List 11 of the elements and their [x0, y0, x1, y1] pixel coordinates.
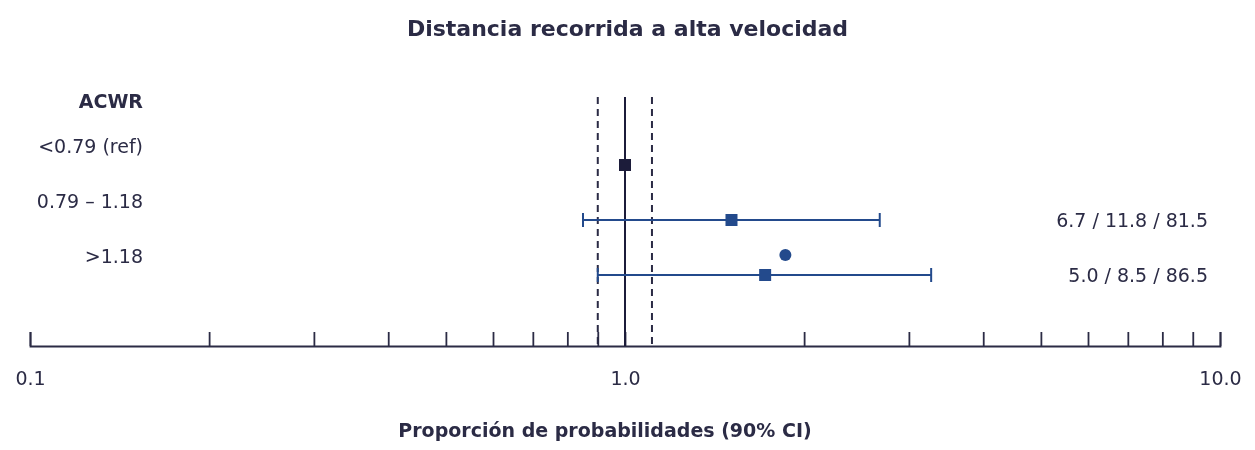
- x-tick-label: 0.1: [15, 367, 46, 390]
- y-tick-label: <0.79 (ref): [38, 135, 143, 157]
- y-tick-label: 0.79 – 1.18: [36, 190, 143, 212]
- y-axis-title: ACWR: [78, 90, 144, 112]
- annotation: 6.7 / 11.8 / 81.5: [1056, 209, 1208, 231]
- x-tick-label: 1.0: [610, 367, 641, 390]
- annotation: 5.0 / 8.5 / 86.5: [1068, 264, 1208, 286]
- x-tick-label: 10.0: [1199, 367, 1242, 390]
- chart-title: Distancia recorrida a alta velocidad: [406, 16, 849, 41]
- x-axis-title: Proporción de probabilidades (90% CI): [398, 419, 812, 441]
- y-tick-label: >1.18: [84, 245, 143, 267]
